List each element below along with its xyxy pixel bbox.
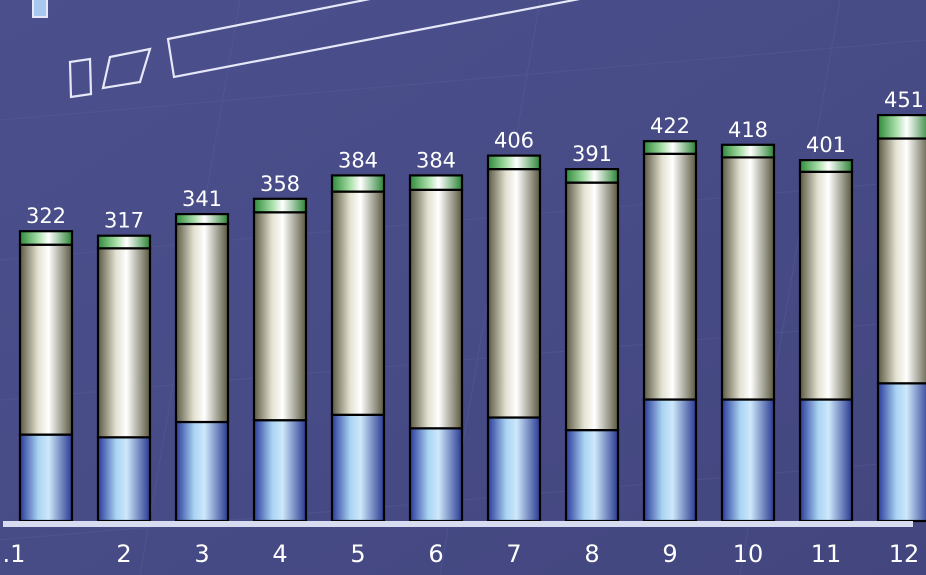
total-label-group: 322 317 341 358 384 384 406 391 422 418 401 451 [26, 88, 924, 233]
bar-total-label: 422 [650, 114, 690, 138]
bar-segment-middle [564, 181, 620, 432]
x-tick-label: 11 [811, 540, 842, 568]
x-tick-label: 5 [350, 540, 365, 568]
bar-total-label: 384 [338, 148, 378, 172]
bar-segment-middle [408, 188, 464, 430]
stacked-bar [18, 230, 74, 523]
bar-segment-middle [486, 168, 542, 419]
stacked-bar [96, 234, 152, 523]
stacked-bar [174, 213, 230, 523]
x-tick-label: 12 [889, 540, 920, 568]
x-axis-line [3, 521, 913, 527]
bar-segment-top [486, 154, 542, 171]
stacked-bar [720, 143, 776, 523]
bar-segment-bottom [720, 398, 776, 523]
bar-total-label: 401 [806, 133, 846, 157]
bar-segment-top [174, 213, 230, 226]
bar-total-label: 418 [728, 118, 768, 142]
bar-total-label: 391 [572, 142, 612, 166]
x-tick-label: 4 [272, 540, 287, 568]
stacked-bar [642, 140, 698, 523]
bar-segment-middle [252, 211, 308, 422]
x-tick-label: 10 [733, 540, 764, 568]
bar-segment-top [252, 197, 308, 214]
bar-segment-bottom [96, 436, 152, 523]
bar-total-label: 384 [416, 148, 456, 172]
stacked-bar [408, 174, 464, 523]
bar-segment-bottom [486, 416, 542, 523]
stacked-bar [876, 113, 926, 523]
bar-segment-bottom [330, 413, 386, 523]
deco-small-parallelogram [68, 57, 93, 99]
bar-segment-middle [18, 243, 74, 436]
deco-medium-parallelogram [101, 47, 152, 90]
bar-segment-middle [798, 170, 854, 401]
bar-segment-middle [96, 247, 152, 439]
bar-segment-bottom [564, 429, 620, 523]
x-tick-label: .1 [3, 540, 26, 568]
x-tick-label: 7 [506, 540, 521, 568]
bar-segment-bottom [408, 427, 464, 523]
bar-total-label: 317 [104, 209, 144, 233]
x-tick-label: 3 [194, 540, 209, 568]
stacked-bar [252, 197, 308, 523]
bar-segment-middle [642, 152, 698, 401]
bar-segment-top [564, 168, 620, 184]
stacked-bar [330, 174, 386, 523]
bar-segment-middle [330, 190, 386, 416]
bar-segment-middle [720, 156, 776, 401]
x-tick-group: .1 2 3 4 5 6 7 8 9 10 11 12 [3, 540, 920, 568]
x-tick-label: 9 [662, 540, 677, 568]
bar-total-label: 406 [494, 129, 534, 153]
x-tick-label: 6 [428, 540, 443, 568]
bar-segment-top [18, 230, 74, 246]
bar-segment-top [96, 234, 152, 250]
bar-segment-bottom [174, 420, 230, 523]
bar-segment-top [408, 174, 464, 191]
bar-segment-top [798, 159, 854, 173]
bar-segment-top [876, 113, 926, 140]
bar-segment-middle [876, 137, 926, 385]
bar-total-label: 358 [260, 172, 300, 196]
bar-segment-bottom [252, 419, 308, 523]
decorative-shapes [32, 0, 581, 99]
bar-total-label: 341 [182, 187, 222, 211]
bar-segment-bottom [18, 433, 74, 523]
x-tick-label: 8 [584, 540, 599, 568]
bar-segment-top [642, 140, 698, 155]
bar-segment-bottom [798, 398, 854, 523]
deco-top-square [32, 0, 48, 18]
x-tick-label: 2 [116, 540, 131, 568]
bar-segment-middle [174, 222, 230, 424]
bar-segment-top [720, 143, 776, 159]
bar-segment-top [330, 174, 386, 193]
bar-segment-bottom [642, 398, 698, 523]
deco-long-bar [166, 0, 581, 79]
bar-group [18, 113, 926, 523]
bar-segment-bottom [876, 382, 926, 523]
bar-total-label: 322 [26, 204, 66, 228]
stacked-bar [564, 168, 620, 523]
stacked-bar [486, 154, 542, 523]
bar-total-label: 451 [884, 88, 924, 112]
stacked-bar [798, 159, 854, 523]
